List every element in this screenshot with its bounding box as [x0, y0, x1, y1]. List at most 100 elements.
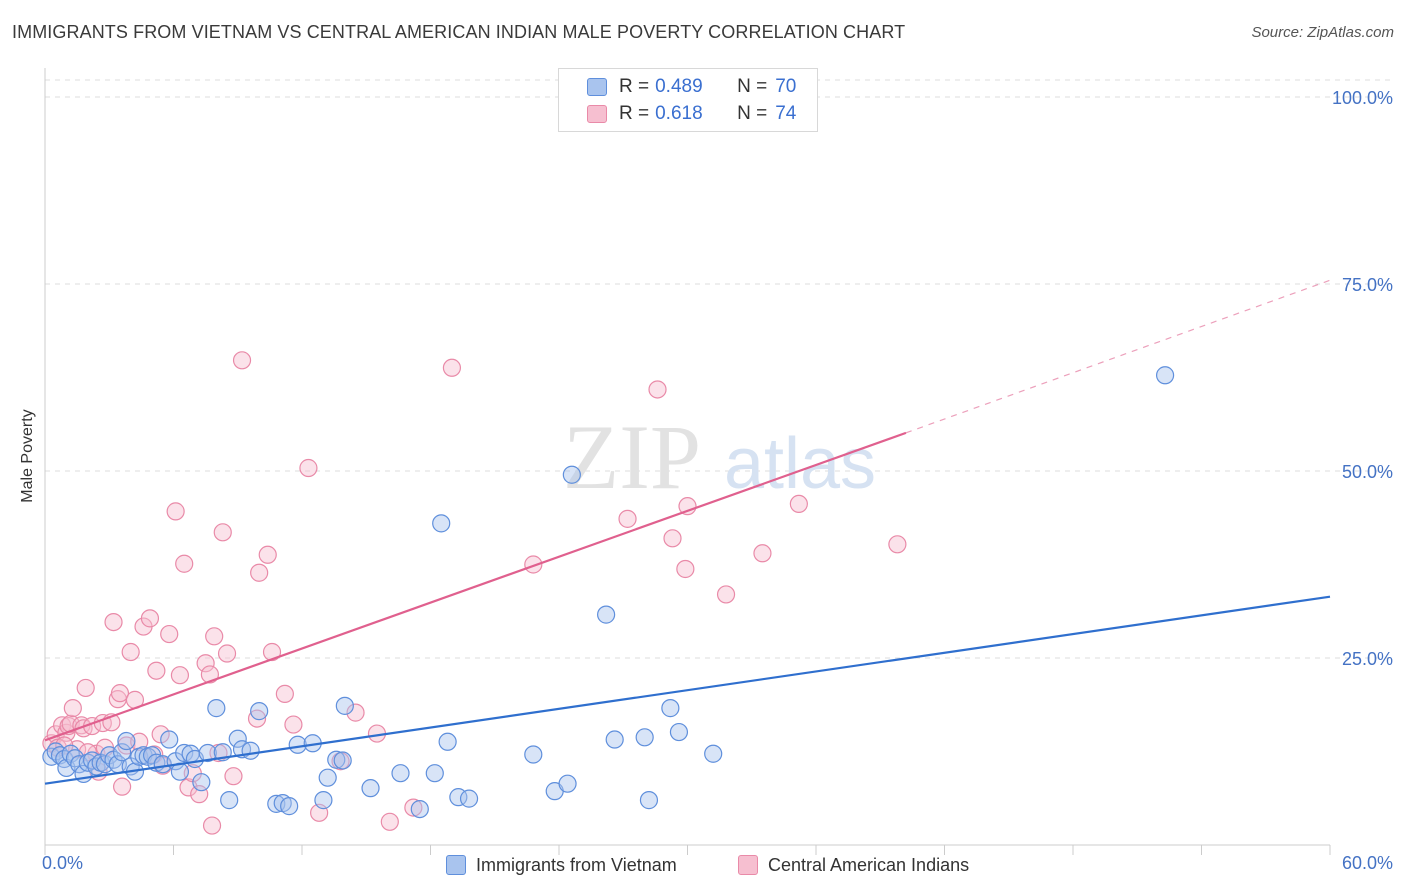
watermark: ZIP atlas — [563, 406, 876, 508]
data-point — [635, 728, 654, 747]
data-point — [314, 791, 333, 810]
data-point — [524, 745, 543, 764]
data-point — [175, 743, 194, 763]
data-point — [166, 502, 185, 521]
data-point — [753, 544, 772, 563]
legend-r-value: 0.618 — [655, 103, 703, 124]
legend-n-value: 74 — [775, 103, 797, 124]
data-point — [220, 791, 239, 810]
data-point — [110, 684, 130, 703]
bottom-legend-swatch-blue — [446, 855, 466, 875]
data-point — [789, 494, 808, 514]
y-tick-label: 50.0% — [1342, 462, 1393, 482]
data-point — [175, 554, 194, 573]
data-point — [346, 703, 365, 722]
correlation-legend: R = 0.489 N = 70 R = 0.618 N = 74 — [558, 68, 818, 132]
legend-n-label: N = — [737, 103, 768, 124]
data-point — [404, 798, 423, 817]
data-point — [605, 730, 624, 749]
legend-r-value: 0.489 — [655, 76, 703, 97]
data-point — [250, 563, 269, 582]
source-label: Source: ZipAtlas.com — [1251, 24, 1394, 41]
data-point — [380, 812, 399, 831]
data-point — [524, 555, 543, 574]
bottom-legend-vietnam: Immigrants from Vietnam — [446, 852, 677, 878]
chart-title: IMMIGRANTS FROM VIETNAM VS CENTRAL AMERI… — [12, 22, 906, 42]
data-point — [333, 751, 352, 770]
data-point — [318, 768, 337, 787]
legend-r-label: R = — [619, 103, 650, 124]
trend-line-vietnam — [44, 595, 1331, 785]
legend-r-label: R = — [619, 76, 650, 97]
data-point — [112, 777, 132, 796]
legend-swatch-blue — [587, 78, 607, 96]
x-tick-label-max: 60.0% — [1342, 853, 1393, 873]
data-point — [121, 642, 140, 662]
data-point — [562, 465, 581, 484]
data-point — [410, 799, 429, 819]
data-point — [299, 458, 318, 478]
data-point — [140, 609, 160, 628]
axes — [44, 68, 1331, 855]
legend-row-central-american: R = 0.618 N = 74 — [587, 101, 796, 127]
x-tick-label-min: 0.0% — [42, 853, 83, 873]
data-point — [663, 529, 682, 548]
trend-line-central-american-extension — [905, 279, 1331, 434]
data-point — [232, 351, 252, 370]
data-point — [438, 732, 457, 751]
data-point — [130, 732, 149, 751]
legend-swatch-pink — [587, 105, 607, 123]
data-point — [205, 627, 224, 646]
trend-line-central-american — [44, 431, 907, 742]
data-point — [459, 789, 479, 808]
data-point — [151, 725, 170, 744]
data-point — [288, 735, 307, 754]
data-point — [661, 699, 680, 718]
data-point — [391, 764, 410, 783]
data-point — [275, 684, 294, 704]
data-point — [196, 654, 215, 673]
y-tick-label: 100.0% — [1332, 88, 1393, 108]
watermark-atlas: atlas — [724, 424, 876, 504]
data-point — [597, 605, 616, 624]
data-point — [327, 750, 346, 769]
data-point — [217, 644, 237, 663]
data-point — [648, 380, 667, 399]
data-point — [262, 642, 282, 662]
data-point — [117, 731, 136, 751]
bottom-legend-swatch-pink — [738, 855, 758, 875]
legend-n-value: 70 — [775, 76, 797, 97]
legend-n-label: N = — [737, 76, 768, 97]
data-point — [160, 730, 179, 749]
data-point — [704, 744, 723, 763]
data-point — [207, 699, 226, 718]
data-point — [192, 773, 211, 792]
data-point — [213, 523, 232, 542]
data-point — [432, 514, 451, 533]
data-point — [284, 715, 303, 734]
grid-lines — [45, 79, 1392, 659]
tick-labels: 100.0% 75.0% 50.0% 25.0% 0.0% 60.0% — [42, 88, 1393, 873]
trend-lines — [44, 279, 1331, 785]
data-point — [676, 559, 695, 579]
data-point — [198, 743, 217, 763]
data-point — [95, 755, 115, 774]
data-point — [147, 661, 166, 680]
series-immigrants-from-vietnam — [42, 366, 1175, 819]
data-point — [888, 535, 907, 554]
data-point — [716, 585, 736, 604]
data-point — [247, 709, 267, 728]
data-point — [63, 699, 82, 718]
data-point — [280, 797, 299, 816]
data-point — [228, 729, 247, 748]
data-point — [170, 666, 190, 685]
legend-row-vietnam: R = 0.489 N = 70 — [587, 74, 796, 100]
y-tick-label: 25.0% — [1342, 649, 1393, 669]
data-point — [618, 509, 637, 528]
data-point — [112, 743, 132, 762]
data-point — [104, 612, 123, 632]
data-point — [425, 764, 444, 783]
data-point — [250, 702, 269, 721]
bottom-legend-label: Central American Indians — [768, 854, 970, 875]
data-point — [639, 791, 659, 810]
